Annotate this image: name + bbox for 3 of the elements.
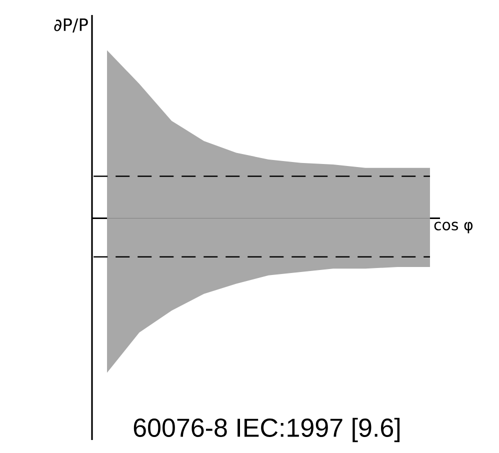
y-axis-title: ∂P/P bbox=[54, 18, 88, 33]
x-axis-title: cos φ bbox=[434, 222, 473, 234]
text: 60076-8 IEC:1997 [9.6] bbox=[134, 418, 400, 442]
